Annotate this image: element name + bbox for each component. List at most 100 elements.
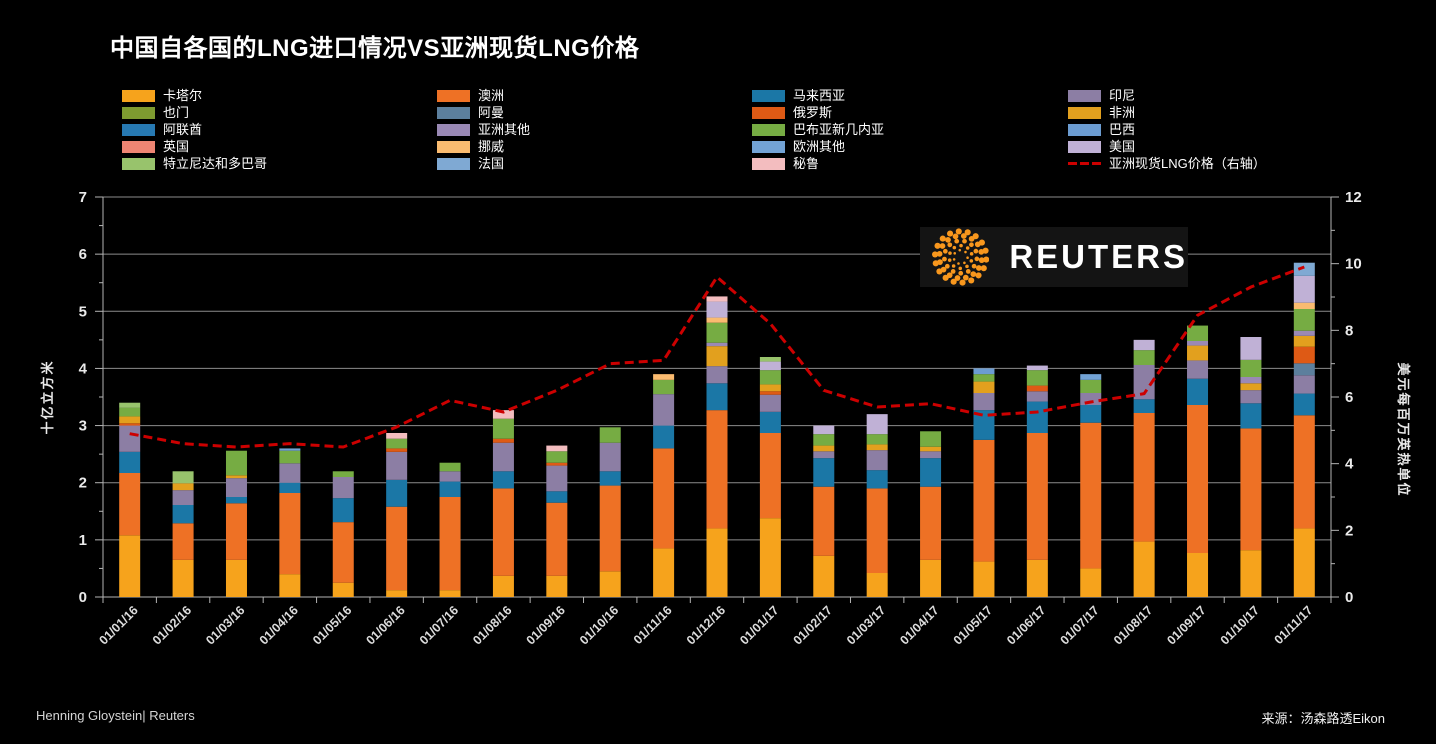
bar-segment [706,528,728,597]
left-tick-label: 6 [79,246,87,263]
logo-dot [954,275,961,281]
bar-segment [866,414,888,435]
bar-segment [1293,302,1315,309]
bar-segment [332,498,354,523]
bar-segment [1240,337,1262,360]
bar-segment [119,416,141,424]
bar-segment [1187,341,1209,346]
bar-segment [225,559,247,597]
legend-color-swatch [1068,140,1101,153]
bar-segment [546,575,568,597]
bar-segment [813,458,835,487]
bar-segment [386,590,408,597]
bar-segment [1133,365,1155,400]
bar-segment [439,497,461,591]
logo-dot [934,242,941,249]
legend-label: 巴布亚新几内亚 [793,122,885,137]
bar-segment [1133,413,1155,542]
bar-segment [546,465,568,492]
right-tick-label: 4 [1345,456,1354,473]
bar-segment [225,450,247,476]
bar-segment [119,535,141,597]
bar-segment [1026,365,1048,371]
bar-segment [1026,391,1048,402]
logo-dot [965,246,970,250]
bars-layer [119,262,1315,597]
legend-item: 英国 [122,140,267,153]
bar-segment [1293,309,1315,331]
x-tick-label: 01/10/16 [577,603,621,647]
bar-segment [1240,377,1262,384]
legend-color-swatch [1068,106,1101,119]
logo-dot [942,274,949,281]
legend-item: 巴西 [1068,123,1266,136]
reuters-logo-text: REUTERS [1009,238,1188,275]
bar-segment [813,486,835,556]
bar-segment [706,383,728,411]
legend-dashed-line-swatch [1068,158,1101,170]
bar-segment [1187,405,1209,553]
logo-dot [959,279,966,286]
x-tick-label: 01/03/16 [203,603,247,647]
bar-segment [1133,339,1155,351]
bar-segment [599,571,621,597]
bar-segment [1080,568,1102,597]
bar-segment [279,482,301,493]
bar-segment [759,361,781,371]
bar-segment [279,450,301,464]
logo-dot [954,238,960,244]
bar-segment [119,451,141,473]
legend-label: 欧洲其他 [793,139,846,154]
logo-dot [975,272,982,279]
left-tick-label: 2 [79,475,87,492]
byline: Henning Gloystein| Reuters [36,708,195,723]
bar-segment [492,438,514,443]
logo-dot [962,238,967,244]
logo-dot [974,256,980,262]
legend-label: 挪威 [478,139,505,154]
bar-segment [1026,401,1048,433]
bar-segment [492,488,514,576]
legend: 卡塔尔 也门 阿联酋 英国 特立尼达和多巴哥 澳洲 阿曼 亚洲其他 挪威 法国 马来西亚 俄罗斯 巴布亚… [0,0,1436,185]
bar-segment [1293,415,1315,529]
logo-dot [963,261,966,265]
bar-segment [1293,375,1315,394]
legend-label: 美国 [1109,139,1136,154]
bar-segment [332,471,354,477]
x-tick-label: 01/04/16 [257,603,301,647]
bar-segment [920,431,942,447]
logo-dot [950,278,957,285]
legend-item: 巴布亚新几内亚 [752,123,884,136]
legend-item: 挪威 [437,140,530,153]
logo-dot [939,243,946,249]
logo-dot [965,269,971,274]
bar-segment [332,522,354,583]
right-axis-title: 美元每百万英热单位 [1396,362,1411,497]
x-tick-label: 01/09/16 [524,603,568,647]
legend-item: 澳洲 [437,89,530,102]
legend-label: 也门 [163,105,190,120]
legend-label: 澳洲 [478,88,505,103]
legend-label: 亚洲现货LNG价格（右轴） [1109,156,1266,171]
bar-segment [866,434,888,445]
bar-segment [279,463,301,483]
bar-segment [172,559,194,597]
bar-segment [119,407,141,417]
bar-segment [973,381,995,393]
legend-item: 俄罗斯 [752,106,884,119]
legend-color-swatch [122,157,155,170]
legend-label: 英国 [163,139,190,154]
bar-segment [1240,550,1262,597]
bar-segment [973,439,995,562]
bar-segment [119,425,141,452]
bar-segment [759,411,781,433]
legend-color-swatch [752,140,785,153]
bar-segment [920,451,942,459]
bar-segment [546,462,568,466]
legend-color-swatch [122,106,155,119]
logo-dot [980,265,987,272]
bar-segment [920,486,942,560]
logo-dot [936,268,943,275]
bar-segment [920,446,942,452]
